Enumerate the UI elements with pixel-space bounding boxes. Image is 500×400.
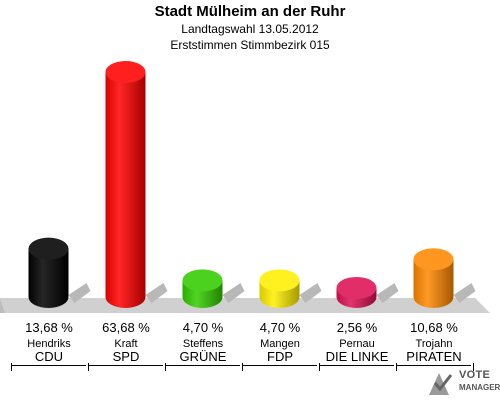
bar-shadow: [453, 283, 476, 303]
label-underline: [320, 365, 394, 366]
party-label: SPD: [112, 349, 140, 364]
bar-top: [182, 269, 223, 292]
chart-title: Stadt Mülheim an der Ruhr: [154, 3, 346, 20]
label-underline: [166, 365, 240, 366]
logo-text-manager: MANAGER: [459, 383, 500, 392]
candidate-label: Pernau: [339, 338, 375, 350]
bar-top: [259, 269, 300, 292]
value-label: 2,56 %: [336, 320, 378, 335]
bar-cdu: [28, 237, 91, 308]
bar-body: [105, 72, 146, 308]
bar-fdp: [259, 269, 322, 308]
party-label: PIRATEN: [406, 349, 462, 364]
label-underline: [243, 365, 317, 366]
bar-piraten: [413, 248, 476, 308]
bar-top: [336, 276, 377, 299]
value-label: 13,68 %: [25, 320, 73, 335]
floor-platform-edge: [0, 298, 5, 313]
label-tick: [11, 363, 12, 371]
vote-manager-logo-icon: [429, 373, 453, 395]
label-tick: [396, 363, 397, 371]
bar-body: [413, 259, 454, 308]
candidate-label: Kraft: [114, 338, 138, 350]
value-label: 10,68 %: [410, 320, 458, 335]
party-label: CDU: [34, 349, 64, 364]
candidate-label: Mangen: [260, 338, 300, 350]
candidate-label: Hendriks: [27, 338, 71, 350]
bar-die-linke: [336, 276, 399, 308]
bar-shadow: [222, 283, 245, 303]
bar-spd: [105, 61, 168, 308]
bar-shadow: [68, 283, 91, 303]
bar-shadow: [299, 283, 322, 303]
bar-shadow: [145, 283, 168, 303]
candidate-label: Trojahn: [415, 338, 453, 350]
candidate-label: Steffens: [182, 338, 224, 350]
bar-gr-ne: [182, 269, 245, 308]
party-label: GRÜNE: [179, 349, 227, 364]
label-tick: [242, 363, 243, 371]
label-tick: [319, 363, 320, 371]
value-label: 4,70 %: [182, 320, 224, 335]
value-label: 63,68 %: [102, 320, 150, 335]
chart-subtitle-district: Erststimmen Stimmbezirk 015: [170, 38, 330, 52]
logo-text-vote: VOTE: [459, 369, 491, 381]
label-underline: [12, 365, 86, 366]
party-label: DIE LINKE: [325, 349, 389, 364]
label-underline: [397, 365, 471, 366]
chart-subtitle-election: Landtagswahl 13.05.2012: [181, 22, 319, 36]
bar-top: [413, 248, 454, 271]
bar-body: [28, 248, 69, 308]
value-label: 4,70 %: [259, 320, 301, 335]
label-tick: [473, 363, 474, 371]
label-tick: [165, 363, 166, 371]
party-label: FDP: [267, 349, 293, 364]
label-tick: [88, 363, 89, 371]
bar-top: [28, 237, 69, 260]
bar-shadow: [376, 283, 399, 303]
label-underline: [89, 365, 163, 366]
bar-top: [105, 61, 146, 83]
